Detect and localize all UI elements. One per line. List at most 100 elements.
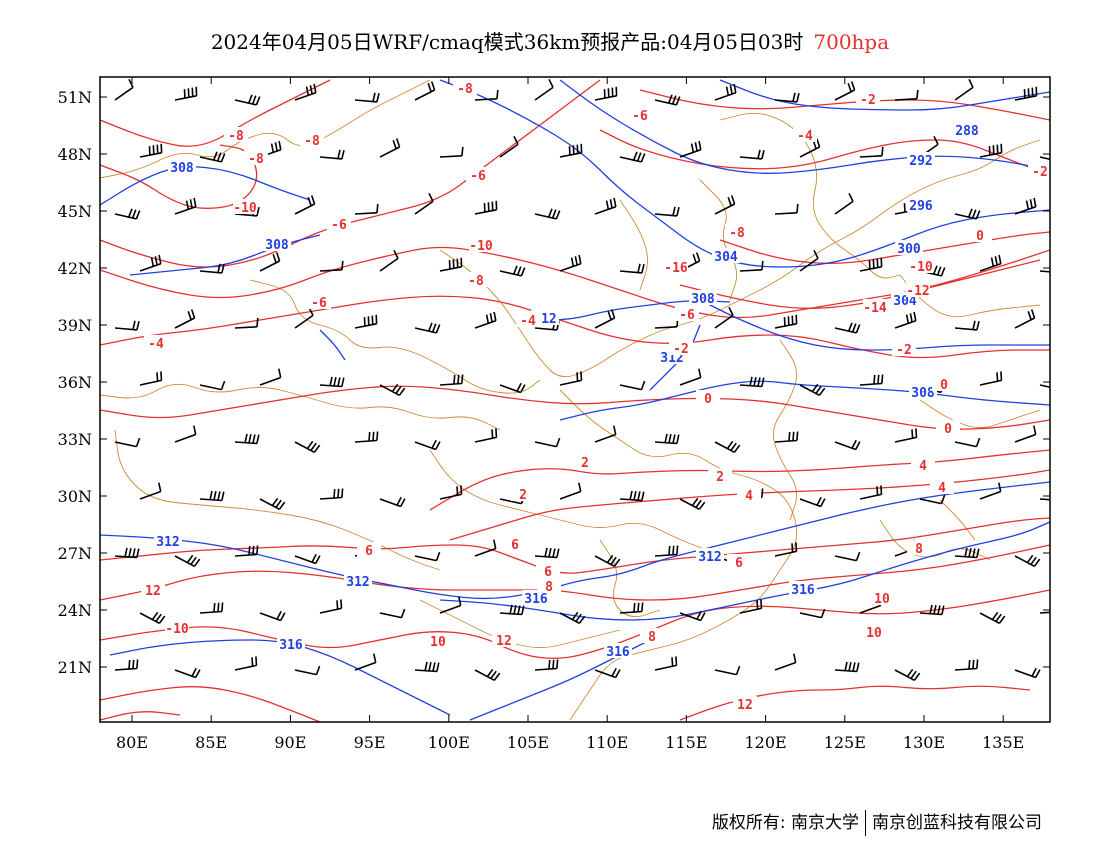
wind-barb-feather [256, 434, 260, 444]
wind-barb [1014, 667, 1041, 679]
wind-barb-feather [193, 558, 201, 567]
wind-barb-staff [534, 86, 554, 101]
wind-barb-feather [368, 431, 371, 442]
wind-barb-feather [972, 320, 976, 330]
wind-barb [739, 376, 765, 388]
wind-barb [499, 604, 525, 616]
wind-barb-feather [135, 210, 141, 220]
wind-barb-feather [556, 548, 560, 558]
wind-barb [319, 599, 343, 614]
wind-barb [1014, 197, 1037, 215]
wind-barb [859, 146, 884, 158]
geopotential-label: 300 [897, 242, 921, 257]
wind-barb-feather [516, 266, 522, 276]
wind-barb-feather [336, 600, 339, 610]
temperature-label-bg [664, 259, 688, 274]
wind-barb-feather [633, 602, 636, 613]
wind-barb-staff [799, 257, 819, 272]
wind-barb [954, 659, 979, 671]
wind-barb-feather [305, 86, 310, 96]
wind-barb-staff [1039, 611, 1050, 614]
wind-barb-feather [156, 372, 159, 382]
wind-barb-feather [337, 149, 341, 159]
temperature-label: -6 [470, 169, 486, 184]
wind-barb [259, 610, 286, 622]
geopotential-label: 316 [524, 592, 548, 607]
wind-barb-feather [672, 545, 675, 555]
wind-barb-feather [967, 208, 973, 218]
wind-barb-staff [979, 490, 1001, 500]
wind-barb-feather [424, 661, 428, 671]
wind-barb-feather [333, 377, 337, 387]
wind-barb [979, 143, 1003, 158]
wind-barb [1039, 611, 1050, 614]
wind-barb [1039, 270, 1050, 273]
temperature-label-bg [862, 624, 886, 639]
temperature-label: -12 [906, 284, 929, 299]
wind-barb-feather [726, 440, 734, 450]
wind-barb-feather [851, 439, 857, 449]
wind-barb [414, 322, 441, 334]
wind-barb-staff [654, 326, 678, 329]
wind-barb-feather [694, 142, 698, 152]
wind-barb-feather [696, 610, 702, 620]
wind-barb [594, 554, 621, 568]
wind-barb-feather [190, 556, 197, 565]
wind-barb-feather [692, 254, 697, 264]
wind-barb-feather [671, 95, 677, 105]
wind-barb-feather [461, 146, 464, 156]
wind-barb-feather [309, 85, 313, 95]
wind-barb-feather [256, 545, 259, 555]
wind-barb-feather [255, 656, 258, 666]
temperature-label-bg [725, 224, 749, 239]
wind-barb [834, 661, 860, 673]
temperature-label: 10 [430, 635, 446, 650]
wind-barb-feather [761, 377, 765, 387]
province-boundary [899, 274, 1041, 318]
wind-barb-feather [996, 372, 999, 382]
wind-barb-feather [675, 96, 681, 106]
wind-barb-staff [714, 669, 737, 676]
wind-barb-feather [728, 306, 734, 316]
wind-barb-feather [135, 437, 141, 447]
wind-barb-feather [271, 497, 279, 507]
temperature-label-bg [233, 199, 257, 214]
wind-barb-feather [493, 672, 501, 681]
wind-barb-feather [244, 433, 248, 443]
temperature-label: -2 [673, 342, 689, 357]
temperature-label: 4 [919, 459, 927, 474]
wind-barb-feather [548, 548, 552, 558]
wind-barb-feather [788, 431, 791, 442]
wind-barb-feather [517, 605, 521, 615]
copyright-footer: 版权所有: 南京大学 南京创蓝科技有限公司 [712, 808, 1042, 836]
wind-barb-feather [610, 309, 616, 319]
wind-barb-feather [376, 93, 380, 103]
wind-barb-feather [975, 437, 981, 447]
wind-barb-feather [516, 382, 522, 392]
wind-barb-feather [275, 499, 282, 508]
wind-barb-staff [354, 661, 376, 671]
wind-barb [774, 314, 798, 329]
wind-barb-feather [820, 608, 826, 618]
geopotential-label-bg [696, 548, 724, 563]
temperature-label: 10 [874, 592, 890, 607]
wind-barb-feather [760, 599, 763, 609]
wind-barb [654, 433, 680, 445]
wind-barb-feather [913, 311, 917, 321]
wind-barb-feather [1034, 669, 1041, 678]
wind-barb-feather [855, 551, 861, 561]
temperature-label: 4 [745, 489, 753, 504]
wind-barb-feather [193, 425, 197, 435]
wind-barb-feather [435, 324, 441, 334]
wind-barb [834, 192, 854, 215]
wind-barb-staff [679, 376, 701, 386]
wind-barb-feather [155, 613, 162, 622]
wind-barb-feather [251, 657, 254, 667]
wind-barb-feather [453, 374, 456, 385]
wind-barb-feather [990, 257, 995, 267]
geopotential-contour [699, 299, 1050, 351]
geopotential-label-bg [789, 581, 817, 596]
temperature-label: -10 [233, 201, 257, 216]
wind-barb-feather [435, 551, 441, 561]
wind-barb [859, 485, 883, 500]
